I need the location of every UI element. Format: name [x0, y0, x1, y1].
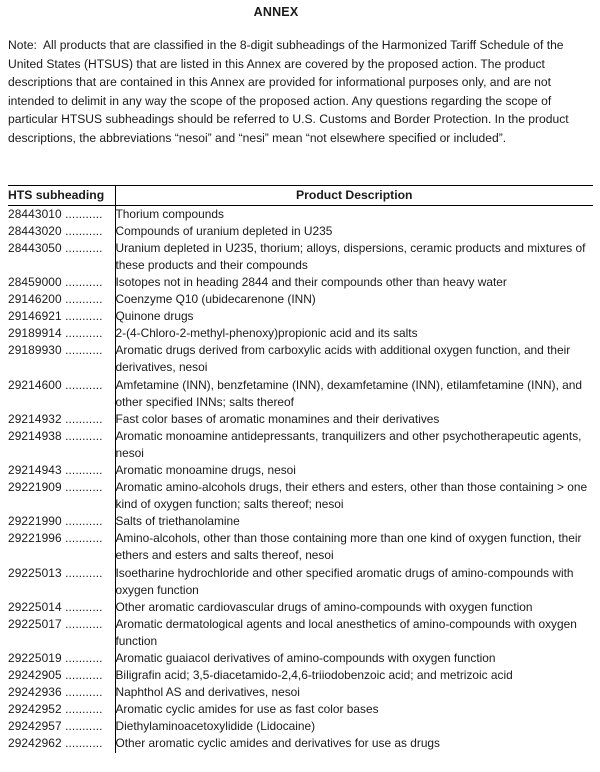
product-description-cell: Aromatic cyclic amides for use as fast c… — [115, 702, 379, 717]
table-row: 29146921 ........... Quinone drugs — [8, 308, 593, 326]
column-header-product-description: Product Description — [115, 184, 593, 206]
product-description-cell: Amfetamine (INN), benzfetamine (INN), de… — [115, 377, 583, 409]
product-description-cell: Aromatic amino-alcohols drugs, their eth… — [115, 480, 588, 512]
product-description-cell: Other aromatic cyclic amides and derivat… — [115, 736, 440, 751]
hts-code-cell: 28443010 ........... — [8, 205, 116, 223]
product-description-cell: Biligrafin acid; 3,5-diacetamido-2,4,6-t… — [115, 668, 513, 683]
product-description-cell: Isotopes not in heading 2844 and their c… — [115, 274, 507, 289]
product-description-cell: Quinone drugs — [115, 309, 194, 324]
table-row: 29221909 ........... Aromatic amino-alcoh… — [8, 479, 593, 514]
table-row: 29189930 ........... Aromatic drugs deriv… — [8, 342, 593, 377]
table-row: 29214600 ........... Amfetamine (INN), be… — [8, 376, 593, 411]
table-row: 29214943 ........... Aromatic monoamine d… — [8, 461, 593, 480]
hts-code-cell: 29214932 ........... — [8, 410, 116, 428]
table-header-row: HTS subheading Product Description — [8, 184, 593, 206]
page-title: ANNEX — [253, 5, 299, 19]
table-row: 29242936 ........... Naphthol AS and deri… — [8, 684, 593, 702]
table-row: 29225013 ........... Isoetharine hydrochl… — [8, 564, 593, 599]
table-row: 28443020 ........... Compounds of uranium… — [8, 222, 593, 240]
table-row: 29146200 ........... Coenzyme Q10 (ubidec… — [8, 291, 593, 309]
product-description-cell: Naphthol AS and derivatives, nesoi — [115, 685, 300, 700]
table-row: 29242905 ........... Biligrafin acid; 3,5… — [8, 667, 593, 685]
hts-code-cell: 29214938 ........... — [8, 427, 116, 462]
product-description-cell: Isoetharine hydrochloride and other spec… — [115, 565, 574, 597]
hts-code-cell: 29225014 ........... — [8, 598, 116, 616]
product-description-cell: Diethylaminoacetoxylidide (Lidocaine) — [115, 719, 316, 734]
table-row: 29225017 ........... Aromatic dermatologi… — [8, 615, 593, 650]
hts-code-cell: 29146921 ........... — [8, 308, 116, 326]
hts-code-cell: 29242936 ........... — [8, 684, 116, 702]
hts-code-cell: 29221909 ........... — [8, 479, 116, 514]
product-description-cell: Compounds of uranium depleted in U235 — [115, 223, 333, 238]
table-row: 28443010 ........... Thorium compounds — [8, 205, 593, 223]
table-row: 29242962 ........... Other aromatic cycli… — [8, 735, 593, 753]
table-row: 29221996 ........... Amino-alcohols, othe… — [8, 530, 593, 565]
document-page: ANNEX Note: All products that are classi… — [0, 5, 600, 772]
hts-code-cell: 29221996 ........... — [8, 530, 116, 565]
table-row: 28443050 ........... Uranium depleted in … — [8, 239, 593, 274]
hts-code-cell: 28443020 ........... — [8, 222, 116, 240]
table-row: 29242952 ........... Aromatic cyclic amid… — [8, 701, 593, 719]
hts-code-cell: 28459000 ........... — [8, 273, 116, 292]
hts-code-cell: 29189914 ........... — [8, 325, 116, 343]
product-description-cell: Fast color bases of aromatic monamines a… — [115, 411, 440, 426]
table-row: 29214932 ........... Fast color bases of … — [8, 410, 593, 428]
hts-code-cell: 29214600 ........... — [8, 376, 116, 411]
hts-code-cell: 29214943 ........... — [8, 461, 116, 480]
hts-subheading-table: HTS subheading Product Description 28443… — [8, 184, 593, 753]
product-description-cell: Aromatic guaiacol derivatives of amino-c… — [115, 651, 496, 665]
hts-code-cell: 29225019 ........... — [8, 650, 116, 668]
hts-code-cell: 29242952 ........... — [8, 701, 116, 719]
hts-code-cell: 29242962 ........... — [8, 735, 116, 753]
product-description-cell: 2-(4-Chloro-2-methyl-phenoxy)propionic a… — [115, 326, 418, 341]
table-row: 29221990 ........... Salts of triethanola… — [8, 513, 593, 531]
product-description-cell: Aromatic dermatological agents and local… — [115, 616, 577, 648]
column-header-hts-subheading: HTS subheading — [8, 184, 116, 206]
product-description-cell: Coenzyme Q10 (ubidecarenone (INN) — [115, 292, 316, 307]
table-row: 28459000 ........... Isotopes not in head… — [8, 273, 593, 292]
hts-code-cell: 29242905 ........... — [8, 667, 116, 685]
product-description-cell: Salts of triethanolamine — [115, 514, 240, 529]
product-description-cell: Aromatic drugs derived from carboxylic a… — [115, 343, 571, 375]
product-description-cell: Other aromatic cardiovascular drugs of a… — [115, 599, 533, 614]
note-paragraph: Note: All products that are classified i… — [8, 38, 573, 145]
table-row: 29225014 ........... Other aromatic cardi… — [8, 598, 593, 616]
table-row: 29214938 ........... Aromatic monoamine a… — [8, 427, 593, 462]
hts-code-cell: 28443050 ........... — [8, 239, 116, 274]
table-row: 29189914 ........... 2-(4-Chloro-2-methyl… — [8, 325, 593, 343]
table-header: HTS subheading Product Description — [8, 184, 593, 206]
table-row: 29225019 ........... Aromatic guaiacol de… — [8, 650, 593, 668]
hts-code-cell: 29242957 ........... — [8, 718, 116, 736]
product-description-cell: Thorium compounds — [115, 206, 224, 221]
hts-code-cell: 29225017 ........... — [8, 615, 116, 650]
hts-table-body: 28443010 ........... Thorium compounds 284… — [8, 205, 593, 753]
table-row: 29242957 ........... Diethylaminoacetoxyl… — [8, 718, 593, 736]
product-description-cell: Aromatic monoamine drugs, nesoi — [115, 462, 296, 477]
hts-code-cell: 29225013 ........... — [8, 564, 116, 599]
product-description-cell: Amino-alcohols, other than those contain… — [115, 531, 582, 563]
hts-code-cell: 29221990 ........... — [8, 513, 116, 531]
product-description-cell: Aromatic monoamine antidepressants, tran… — [115, 428, 582, 460]
product-description-cell: Uranium depleted in U235, thorium; alloy… — [115, 240, 586, 272]
hts-code-cell: 29146200 ........... — [8, 291, 116, 309]
hts-code-cell: 29189930 ........... — [8, 342, 116, 377]
